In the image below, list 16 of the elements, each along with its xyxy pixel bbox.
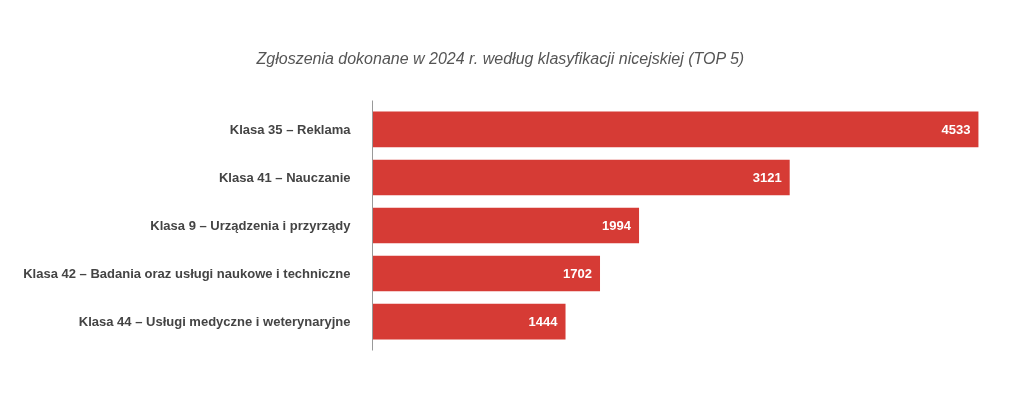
y-tick-label: Klasa 41 – Nauczanie [218, 169, 351, 185]
data-label: 4533 [941, 121, 971, 137]
y-tick-label: Klasa 42 – Badania oraz usługi naukowe i techniczne [23, 266, 351, 282]
data-label: 1994 [602, 218, 632, 233]
bar [372, 111, 979, 148]
data-label: 1702 [563, 266, 593, 282]
y-tick-label: Klasa 9 – Urządzenia i przyrządy [150, 218, 352, 233]
chart-title: Zgłoszenia dokonane w 2024 r. według klasyfikacji nicejskiej (TOP 5) [255, 50, 745, 67]
bar [372, 207, 640, 244]
y-tick-label: Klasa 44 – Usługi medyczne i weterynaryjne [78, 314, 351, 330]
data-label: 1444 [528, 314, 559, 330]
bar [372, 303, 566, 340]
data-label: 3121 [752, 169, 782, 185]
bar [372, 159, 790, 196]
bar [372, 255, 601, 292]
y-tick-label: Klasa 35 – Reklama [229, 121, 352, 137]
